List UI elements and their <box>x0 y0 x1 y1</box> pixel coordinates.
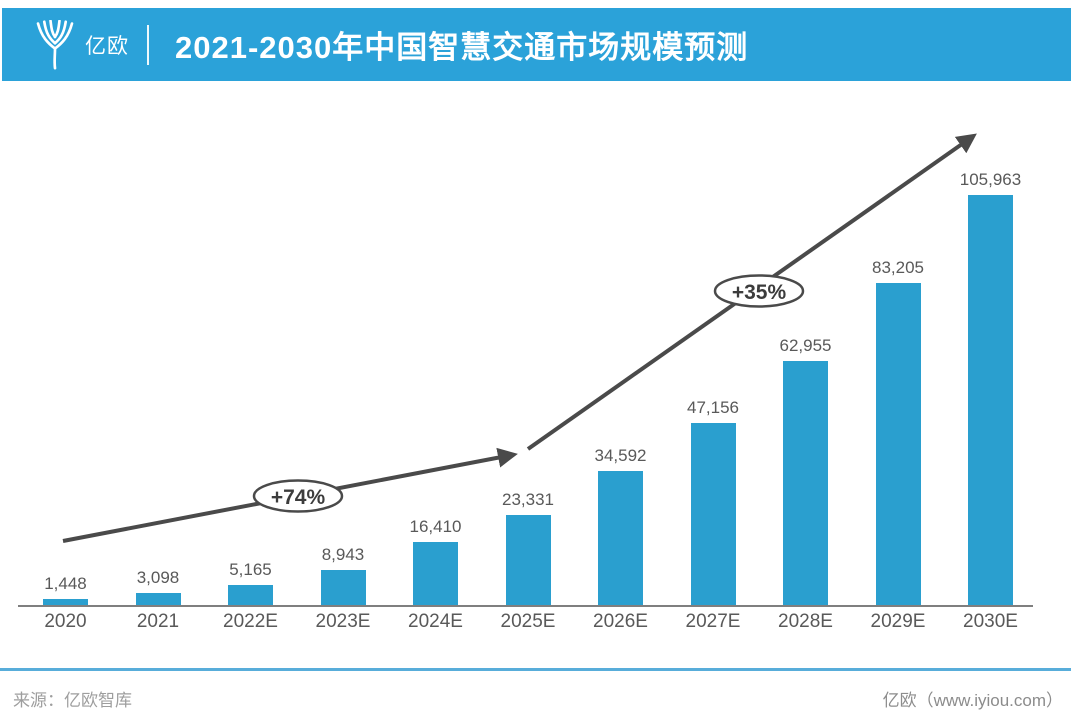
bar-value-label: 62,955 <box>779 336 832 355</box>
header-banner: 亿欧 2021-2030年中国智慧交通市场规模预测 <box>2 8 1071 81</box>
bar-value-label: 16,410 <box>409 517 462 536</box>
x-axis-label: 2029E <box>870 611 926 632</box>
growth-badge-2-label: +35% <box>732 281 787 304</box>
x-axis-label: 2030E <box>963 611 1018 632</box>
bar <box>783 361 828 605</box>
bar <box>968 195 1013 605</box>
growth-badge-1 <box>252 479 344 513</box>
bar-value-label: 3,098 <box>136 568 180 587</box>
source-text: 来源：亿欧智库 <box>13 691 132 710</box>
bar <box>43 599 88 605</box>
bar <box>598 471 643 605</box>
x-axis-label: 2028E <box>778 611 833 632</box>
brand-text: 亿欧（www.iyiou.com） <box>882 691 1063 710</box>
iyiou-logo-icon <box>36 19 74 70</box>
chart-title: 2021-2030年中国智慧交通市场规模预测 <box>175 30 749 65</box>
bar-value-label: 105,963 <box>959 170 1022 189</box>
x-axis-line <box>18 605 1033 607</box>
x-axis-label: 2025E <box>500 611 556 632</box>
x-axis-label: 2024E <box>408 611 463 632</box>
bar-value-label: 47,156 <box>687 398 739 417</box>
x-axis-label: 2027E <box>685 611 741 632</box>
bar-value-label: 1,448 <box>44 574 87 593</box>
x-axis-label: 2022E <box>223 611 278 632</box>
iyiou-logo: 亿欧 <box>32 19 129 70</box>
iyiou-logo-text: 亿欧 <box>85 34 129 58</box>
bar-value-label: 23,331 <box>502 490 554 509</box>
growth-badge-1-label: +74% <box>271 486 326 509</box>
bar <box>690 423 736 605</box>
x-axis-label: 2020 <box>44 611 87 632</box>
footer-divider-line <box>0 668 1071 671</box>
bar-value-label: 34,592 <box>594 446 647 465</box>
bar-value-label: 83,205 <box>872 258 924 277</box>
bar <box>320 570 366 605</box>
x-axis-label: 2021 <box>136 611 180 632</box>
header-divider <box>147 24 149 65</box>
bar <box>875 283 921 605</box>
bar <box>228 585 273 605</box>
x-axis-label: 2023E <box>315 611 371 632</box>
x-axis-label: 2026E <box>593 611 648 632</box>
bar <box>413 542 458 605</box>
growth-badge-2 <box>713 274 805 308</box>
bar <box>505 515 551 605</box>
bar-value-label: 8,943 <box>321 545 365 564</box>
bar-value-label: 5,165 <box>229 560 272 579</box>
bar <box>135 593 181 605</box>
